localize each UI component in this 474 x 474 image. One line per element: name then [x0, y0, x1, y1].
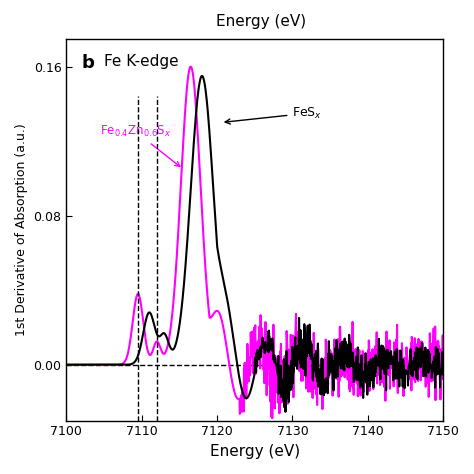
- Text: b: b: [82, 54, 94, 72]
- Text: Energy (eV): Energy (eV): [216, 14, 306, 29]
- Y-axis label: 1st Derivative of Absorption (a.u.): 1st Derivative of Absorption (a.u.): [15, 123, 28, 336]
- Text: FeS$_x$: FeS$_x$: [225, 106, 323, 124]
- Text: Fe$_{0.4}$Zn$_{0.6}$S$_x$: Fe$_{0.4}$Zn$_{0.6}$S$_x$: [100, 124, 180, 166]
- Text: Fe K-edge: Fe K-edge: [104, 54, 179, 69]
- X-axis label: Energy (eV): Energy (eV): [210, 444, 300, 459]
